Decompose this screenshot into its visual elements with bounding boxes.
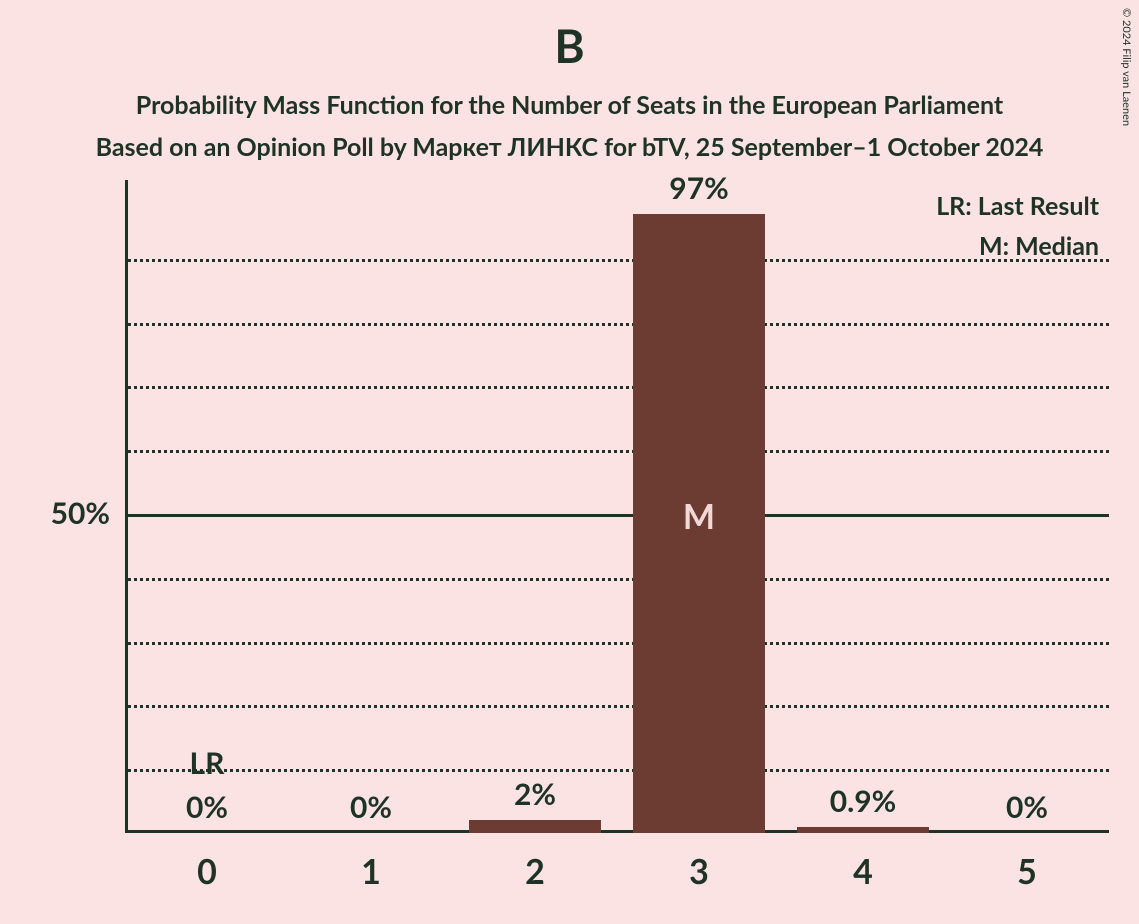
legend-m: M: Median <box>979 231 1099 261</box>
gridline <box>128 323 1109 326</box>
median-marker: M <box>633 496 764 537</box>
y-axis-label-50: 50% <box>15 495 110 531</box>
legend-lr: LR: Last Result <box>936 191 1099 221</box>
value-label: 0% <box>289 789 453 825</box>
x-axis-label: 3 <box>617 851 781 892</box>
x-axis-label: 0 <box>125 851 289 892</box>
value-label: 0% <box>125 789 289 825</box>
gridline <box>128 386 1109 389</box>
x-axis-label: 2 <box>453 851 617 892</box>
lr-marker: LR <box>125 745 289 781</box>
y-axis <box>125 180 128 833</box>
chart-title: В <box>0 18 1139 73</box>
chart-subtitle-1: Probability Mass Function for the Number… <box>0 90 1139 120</box>
gridline <box>128 578 1109 581</box>
x-axis-label: 1 <box>289 851 453 892</box>
gridline <box>128 514 1109 517</box>
plot-area: 50%LR: Last ResultM: Median0%LR00%12%297… <box>125 195 1109 833</box>
gridline <box>128 450 1109 453</box>
value-label: 97% <box>617 170 781 206</box>
value-label: 0.9% <box>781 783 945 819</box>
gridline <box>128 642 1109 645</box>
x-axis <box>125 830 1109 833</box>
gridline <box>128 259 1109 262</box>
chart-subtitle-2: Based on an Opinion Poll by Маркет ЛИНКС… <box>0 132 1139 162</box>
x-axis-label: 5 <box>945 851 1109 892</box>
value-label: 2% <box>453 776 617 812</box>
x-axis-label: 4 <box>781 851 945 892</box>
bar <box>469 820 600 833</box>
value-label: 0% <box>945 789 1109 825</box>
gridline <box>128 705 1109 708</box>
bar <box>797 827 928 833</box>
